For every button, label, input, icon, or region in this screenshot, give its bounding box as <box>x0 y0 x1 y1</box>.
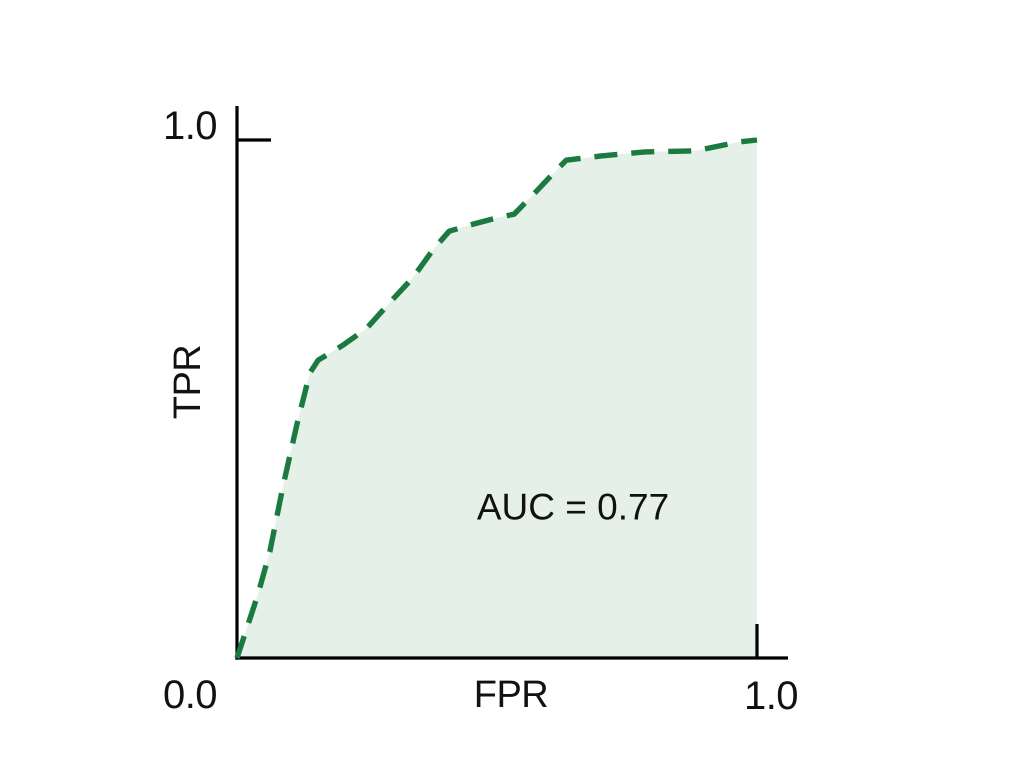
x-axis-label: FPR <box>473 674 549 716</box>
x-axis-tick-label-1.0: 1.0 <box>743 674 799 718</box>
auc-annotation: AUC = 0.77 <box>476 486 670 528</box>
y-axis-tick-label-1.0: 1.0 <box>162 104 218 148</box>
roc-curve-dashed-line <box>234 137 758 659</box>
roc-fill-area <box>237 140 757 658</box>
y-axis-label: TPR <box>167 344 209 420</box>
x-axis-tick-label-0.0: 0.0 <box>162 673 218 717</box>
